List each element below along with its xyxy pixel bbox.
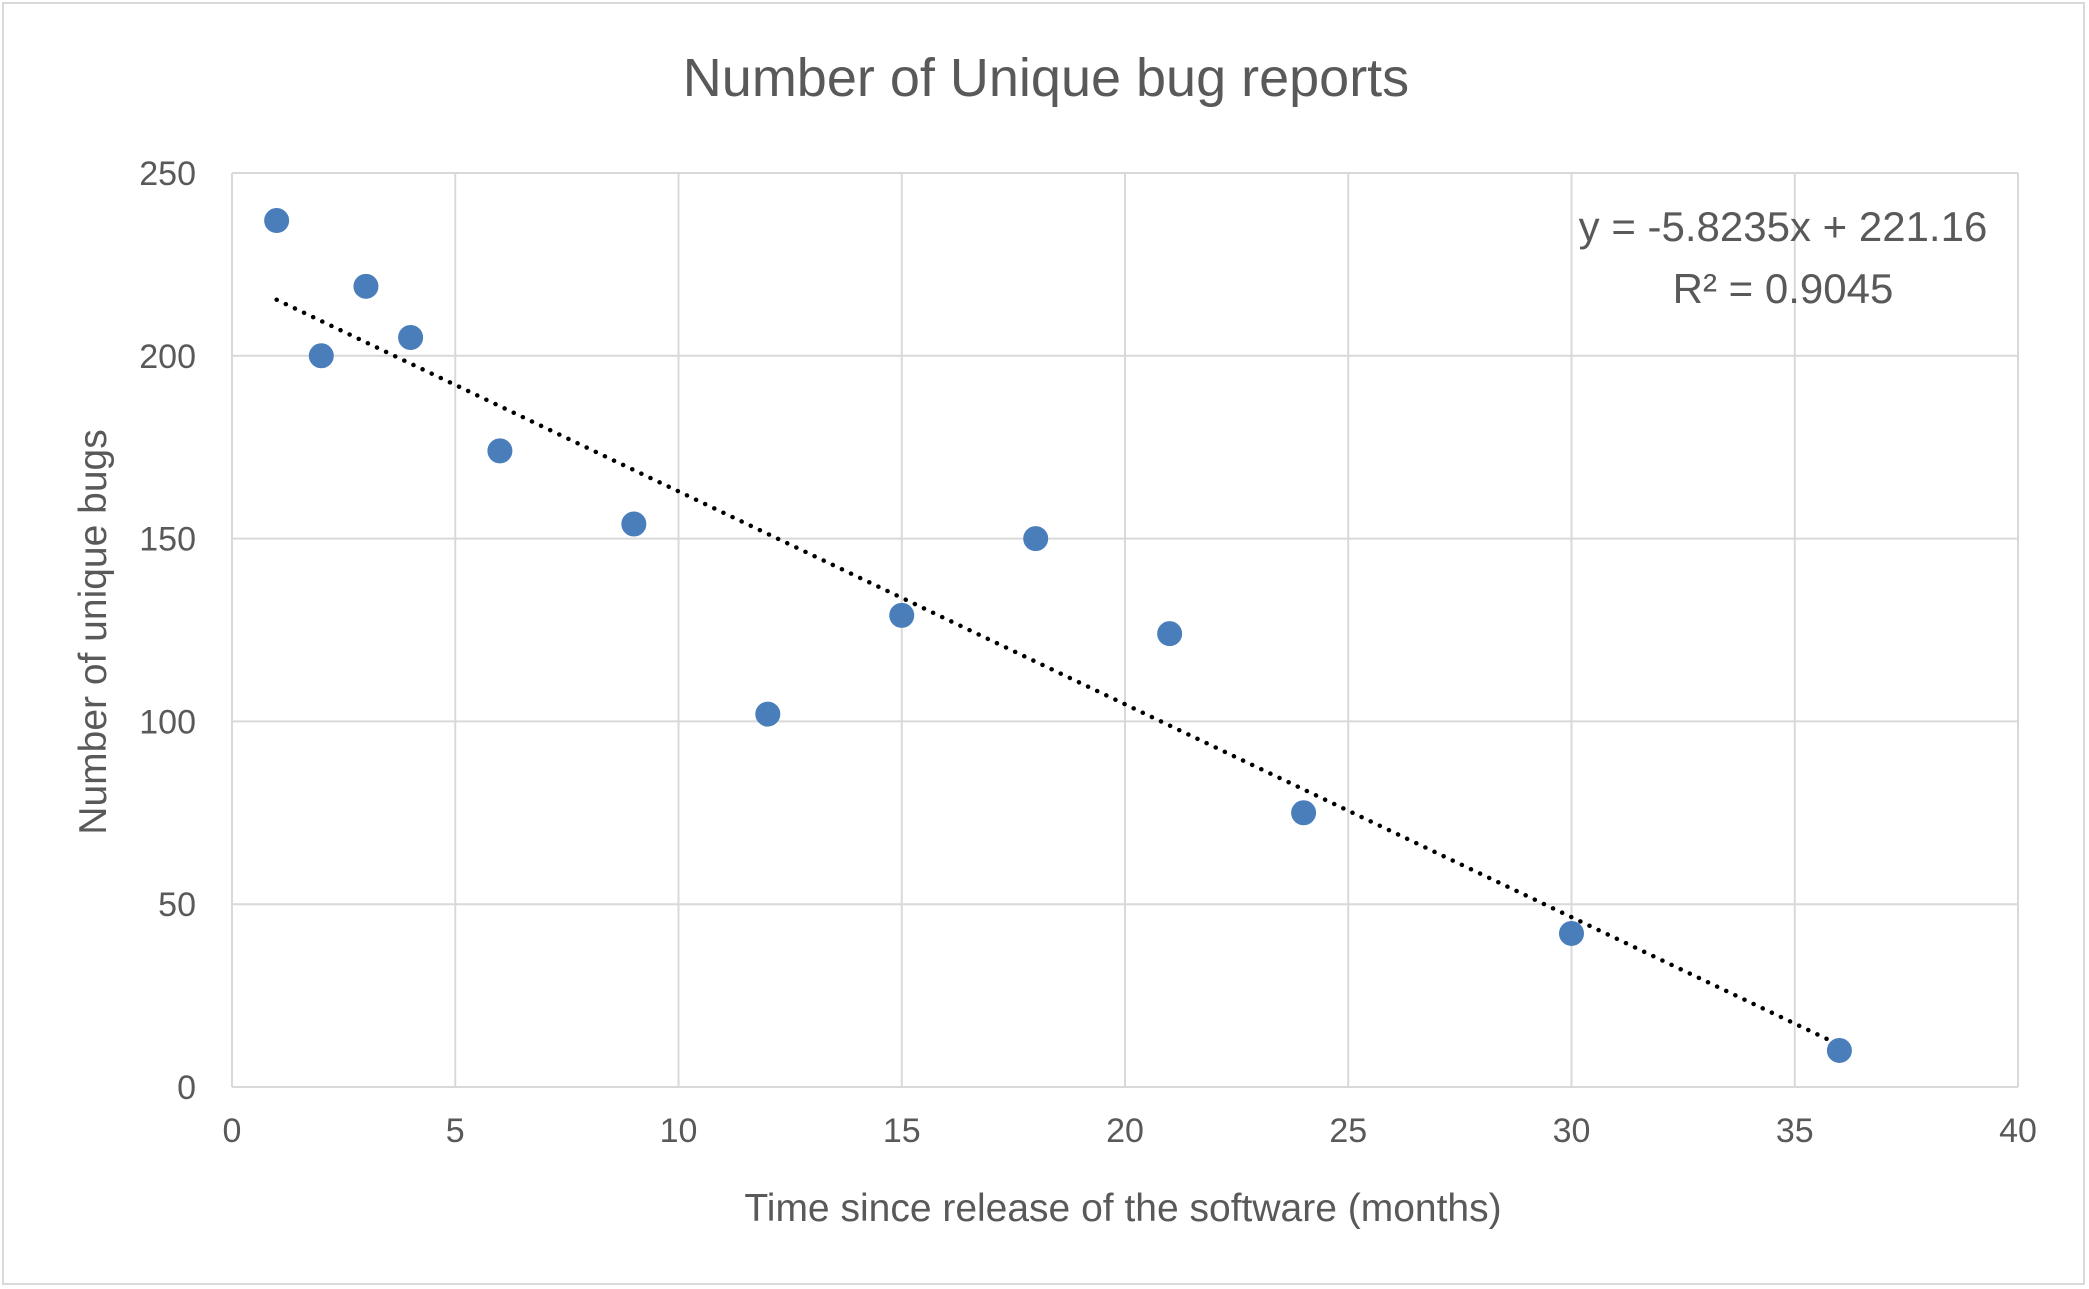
x-tick-label: 40 [1999,1112,2037,1150]
x-tick-label: 15 [883,1112,921,1150]
x-tick-label: 10 [660,1112,698,1150]
y-axis-title: Number of unique bugs [72,429,115,834]
x-tick-label: 25 [1329,1112,1367,1150]
y-tick-label: 250 [139,155,196,193]
trendline-layer [274,297,1842,1048]
x-tick-label: 35 [1776,1112,1814,1150]
data-point [308,343,334,369]
data-point [398,325,424,351]
data-point [755,701,781,727]
gridlines [231,172,2019,1088]
x-axis-title: Time since release of the software (mont… [744,1187,1501,1230]
trendline-r-squared: R² = 0.9045 [1673,265,1894,312]
y-tick-label: 0 [177,1069,196,1107]
x-tick-label: 5 [446,1112,465,1150]
data-point [1157,621,1183,647]
data-point [1826,1037,1852,1063]
x-tick-label: 20 [1106,1112,1144,1150]
y-tick-label: 50 [158,886,196,924]
trendline-equation: y = -5.8235x + 221.16 [1579,203,1988,250]
data-point [621,511,647,537]
data-point [1023,526,1049,552]
x-tick-label: 0 [223,1112,242,1150]
x-tick-label: 30 [1553,1112,1591,1150]
chart-title: Number of Unique bug reports [683,48,1409,108]
y-tick-label: 200 [139,338,196,376]
tick-labels: 0 50 100 150 200 250 0 5 10 15 20 25 30 35 40 [139,155,2037,1150]
data-point [264,208,290,234]
data-point [1291,800,1317,826]
y-tick-label: 150 [139,521,196,559]
data-point [353,273,379,299]
data-point [487,438,513,464]
linear-trendline [274,297,1842,1048]
data-point [889,602,915,628]
y-tick-label: 100 [139,703,196,741]
data-points [264,208,1852,1063]
scatter-chart: 0 50 100 150 200 250 0 5 10 15 20 25 30 35 40 Number o… [72,48,2037,1230]
data-point [1559,920,1584,946]
